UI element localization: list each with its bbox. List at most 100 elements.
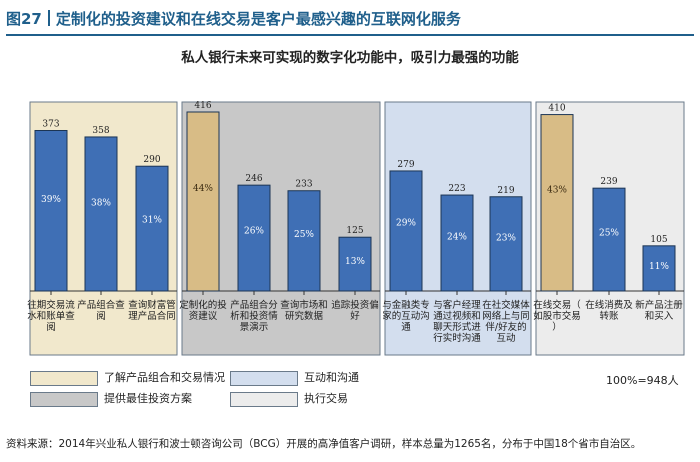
category-label: 追踪投资偏好	[331, 299, 379, 322]
category-label: 产品组合查阅	[77, 299, 125, 322]
category-label-line: 查询市场和	[280, 299, 328, 311]
bar-percent-label: 44%	[193, 184, 213, 194]
category-label-line: 查询财富管	[128, 299, 176, 311]
category-label-line: 追踪投资偏	[331, 299, 379, 311]
category-label: 在线交易（如股市交易）	[533, 299, 581, 333]
chart-title: 私人银行未来可实现的数字化功能中，吸引力最强的功能	[181, 50, 519, 66]
category-label: 定制化的投资建议	[179, 299, 227, 322]
legend-label-investment: 提供最佳投资方案	[104, 392, 192, 405]
bar-value-label: 239	[600, 177, 617, 187]
category-label-line: 在社交媒体	[482, 299, 530, 311]
legend-swatch-interaction	[230, 371, 298, 386]
category-label-line: 定制化的投	[179, 299, 227, 311]
category-label-line: 和买入	[645, 311, 674, 322]
category-label-line: 产品组合分	[230, 299, 278, 311]
category-label-line: 新产品注册	[635, 299, 683, 311]
bar-value-label: 358	[92, 126, 109, 136]
category-label: 往期交易流水和账单查阅	[27, 299, 75, 333]
figure-title: 图27 定制化的投资建议和在线交易是客户最感兴趣的互联网化服务	[6, 6, 696, 32]
title-separator	[47, 10, 50, 26]
category-label: 新产品注册和买入	[635, 299, 683, 322]
bar	[592, 187, 626, 292]
legend-label-interaction: 互动和沟通	[304, 371, 359, 384]
bar	[489, 196, 523, 292]
bar-percent-label: 11%	[649, 262, 669, 272]
bar	[84, 136, 118, 292]
category-label-line: 与客户经理	[433, 299, 481, 311]
category-label-line: 伴/好友的	[485, 321, 526, 333]
category-label: 在社交媒体网络上与同伴/好友的互动	[482, 299, 530, 344]
bar-value-label: 290	[143, 155, 160, 165]
category-label-line: 阅	[96, 310, 106, 322]
category-label: 查询市场和研究数据	[280, 299, 328, 322]
total-note: 100%=948人	[606, 374, 679, 387]
bar	[338, 236, 372, 292]
legend-label-trading: 执行交易	[304, 392, 348, 405]
category-label-line: 资建议	[189, 310, 218, 322]
bar-value-label: 223	[448, 184, 465, 194]
bar-value-label: 416	[194, 101, 211, 111]
category-label-line: 在线消费及	[585, 299, 633, 311]
bar	[389, 170, 423, 292]
figure-title-text: 定制化的投资建议和在线交易是客户最感兴趣的互联网化服务	[55, 10, 461, 28]
category-label: 与客户经理通过视频和聊天形式进行实时沟通	[433, 299, 481, 344]
bar-value-label: 410	[548, 104, 565, 114]
bar-value-label: 219	[497, 186, 514, 196]
bar-percent-label: 39%	[41, 195, 61, 205]
bar-value-label: 125	[346, 226, 363, 236]
category-label-line: ）	[552, 321, 562, 333]
category-label-line: 与金融类专	[382, 299, 430, 311]
category-label-line: 阅	[46, 321, 56, 333]
category-label-line: 往期交易流	[27, 299, 75, 311]
bar-percent-label: 26%	[244, 227, 264, 237]
category-label: 查询财富管理产品合同	[128, 299, 176, 322]
category-label: 产品组合分析和投资情景演示	[230, 299, 278, 333]
bar	[440, 194, 474, 292]
bar-percent-label: 29%	[396, 218, 416, 228]
bar-value-label: 279	[397, 160, 414, 170]
category-label-line: 研究数据	[285, 310, 324, 322]
bar-percent-label: 31%	[142, 216, 162, 226]
category-label-line: 析和投资情	[230, 310, 278, 322]
legend-label-portfolio: 了解产品组合和交易情况	[104, 371, 225, 384]
category-label: 在线消费及转账	[585, 299, 633, 322]
category-label-line: 好	[350, 310, 360, 322]
legend-swatch-portfolio	[30, 371, 98, 386]
legend-swatch-investment	[30, 392, 98, 407]
category-label-line: 如股市交易	[533, 310, 581, 322]
bar-percent-label: 25%	[599, 228, 619, 238]
category-label-line: 转账	[599, 310, 619, 322]
category-label-line: 家的互动沟	[382, 310, 430, 322]
category-label-line: 行实时沟通	[433, 332, 481, 344]
category-label-line: 产品组合查	[77, 299, 125, 311]
bar	[186, 111, 220, 292]
category-label-line: 景演示	[240, 321, 269, 333]
category-label-line: 水和账单查	[27, 310, 75, 322]
category-label-line: 聊天形式进	[433, 321, 481, 333]
bar	[287, 190, 321, 292]
bar-percent-label: 43%	[547, 186, 567, 196]
category-label-line: 理产品合同	[128, 310, 176, 322]
bar	[34, 129, 68, 292]
bar-percent-label: 13%	[345, 257, 365, 267]
title-rule	[6, 34, 694, 36]
bar-percent-label: 25%	[294, 230, 314, 240]
bar-value-label: 246	[245, 174, 262, 184]
bar-percent-label: 24%	[447, 232, 467, 242]
bar-value-label: 105	[650, 235, 667, 245]
category-label-line: 通过视频和	[433, 310, 481, 322]
bar-value-label: 373	[42, 119, 59, 129]
bar-percent-label: 38%	[91, 199, 111, 209]
category-label-line: 在线交易（	[533, 299, 581, 311]
source-note: 资料来源：2014年兴业私人银行和波士顿咨询公司（BCG）开展的高净值客户调研，…	[6, 438, 642, 450]
bar	[237, 184, 271, 292]
category-label-line: 通	[401, 322, 411, 333]
bar	[135, 165, 169, 292]
figure-label: 图27	[6, 10, 42, 28]
legend-swatch-trading	[230, 392, 298, 407]
category-label: 与金融类专家的互动沟通	[382, 299, 430, 333]
bar	[540, 114, 574, 292]
bar-value-label: 233	[295, 180, 312, 190]
category-label-line: 网络上与同	[482, 310, 530, 322]
